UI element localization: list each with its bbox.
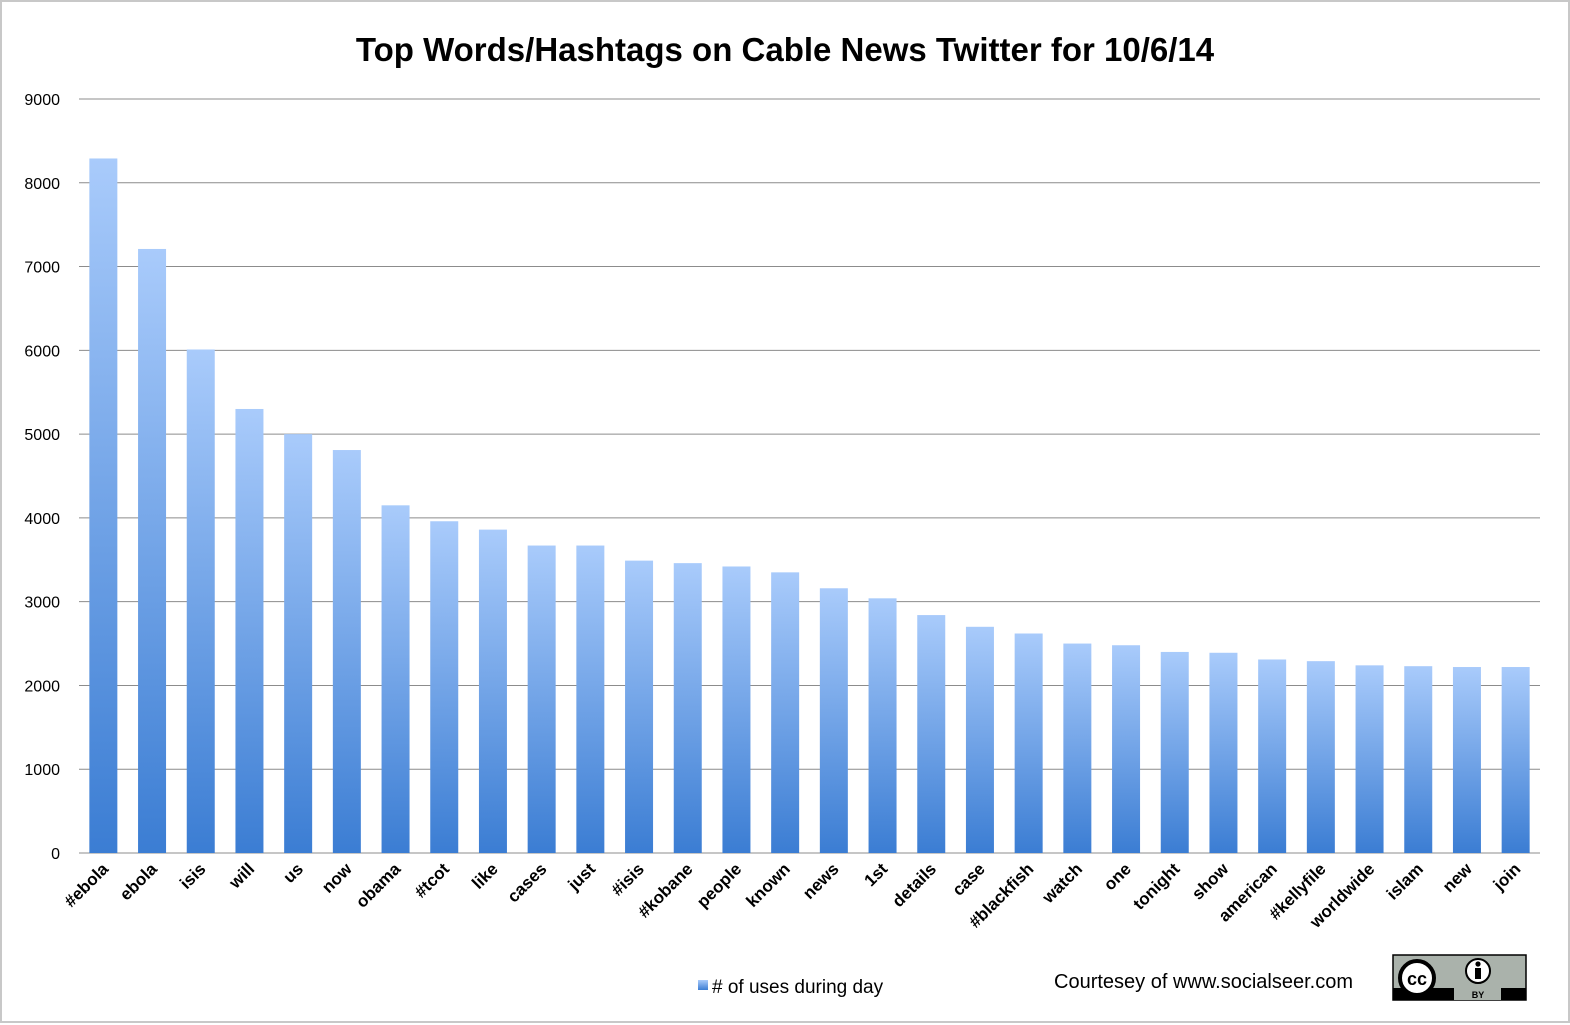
bar-obama <box>381 505 410 853</box>
y-tick-label: 6000 <box>24 343 60 360</box>
y-tick-label: 0 <box>51 846 60 863</box>
chart-title: Top Words/Hashtags on Cable News Twitter… <box>356 31 1215 68</box>
x-tick-label: just <box>564 859 600 895</box>
x-tick-label: known <box>742 859 794 911</box>
y-tick-label: 7000 <box>24 260 60 277</box>
gridlines <box>79 98 1540 854</box>
x-tick-label: watch <box>1038 859 1086 907</box>
bar-hashtag-kobane <box>673 563 702 853</box>
bar-cases <box>527 545 556 853</box>
legend: # of uses during day <box>698 977 884 998</box>
bar-ebola <box>138 248 167 853</box>
bar-people <box>722 566 751 853</box>
credit-text: Courtesey of www.socialseer.com <box>1054 971 1353 993</box>
bar-isis <box>186 349 215 853</box>
legend-swatch <box>698 980 708 990</box>
bar-known <box>771 572 800 853</box>
x-tick-label: join <box>1489 859 1525 895</box>
bar-will <box>235 408 264 853</box>
bar-new <box>1452 667 1481 853</box>
bar-show <box>1209 652 1238 853</box>
y-tick-label: 3000 <box>24 595 60 612</box>
bar-hashtag-isis <box>625 560 654 853</box>
cc-by-badge: cc BY <box>1392 954 1527 1001</box>
x-tick-label: people <box>693 859 745 911</box>
x-tick-label: details <box>889 859 941 911</box>
x-tick-label: new <box>1439 859 1476 896</box>
bar-news <box>819 588 848 853</box>
cc-icon <box>1398 959 1436 997</box>
bar-just <box>576 545 605 853</box>
bar-hashtag-blackfish <box>1014 633 1043 853</box>
legend-label: # of uses during day <box>712 977 884 998</box>
bar-hashtag-kellyfile <box>1306 661 1335 853</box>
x-tick-label: tonight <box>1129 859 1183 913</box>
bars <box>89 158 1530 853</box>
bar-american <box>1258 659 1287 853</box>
y-tick-label: 4000 <box>24 511 60 528</box>
x-tick-label: ebola <box>116 859 161 904</box>
bar-worldwide <box>1355 665 1384 853</box>
bar-hashtag-ebola <box>89 158 118 853</box>
x-tick-label: #ebola <box>61 859 113 911</box>
x-tick-label: show <box>1188 859 1233 904</box>
bar-1st <box>868 598 897 853</box>
cc-icon-label: cc <box>1407 969 1427 989</box>
x-tick-label: isis <box>176 859 209 892</box>
x-tick-label: obama <box>352 859 405 912</box>
x-tick-label: 1st <box>861 859 892 890</box>
x-tick-label: us <box>280 859 307 886</box>
y-tick-label: 9000 <box>24 92 60 109</box>
bar-us <box>284 434 313 853</box>
bar-case <box>965 626 994 853</box>
x-tick-label: case <box>949 859 989 899</box>
y-axis: 0 1000 2000 3000 4000 5000 6000 7000 8000 9000 <box>24 92 60 863</box>
bar-watch <box>1063 643 1092 853</box>
x-tick-label: islam <box>1383 859 1427 903</box>
x-tick-label: cases <box>504 859 551 906</box>
bar-hashtag-tcot <box>430 521 459 853</box>
bar-now <box>332 450 361 853</box>
x-tick-label: #tcot <box>411 859 453 901</box>
x-tick-label: news <box>799 859 843 903</box>
y-tick-label: 1000 <box>24 762 60 779</box>
x-tick-label: #isis <box>608 859 648 899</box>
bar-join <box>1501 667 1530 853</box>
bar-like <box>478 529 507 853</box>
x-tick-label: like <box>468 859 501 892</box>
by-label: BY <box>1472 990 1485 1000</box>
x-tick-label: now <box>318 859 356 897</box>
y-tick-label: 2000 <box>24 678 60 695</box>
x-tick-label: will <box>225 859 259 893</box>
bar-islam <box>1404 666 1433 853</box>
y-tick-label: 8000 <box>24 176 60 193</box>
x-tick-label: one <box>1100 859 1135 894</box>
bar-one <box>1112 645 1141 853</box>
bar-details <box>917 615 946 853</box>
bar-tonight <box>1160 651 1189 853</box>
y-tick-label: 5000 <box>24 427 60 444</box>
